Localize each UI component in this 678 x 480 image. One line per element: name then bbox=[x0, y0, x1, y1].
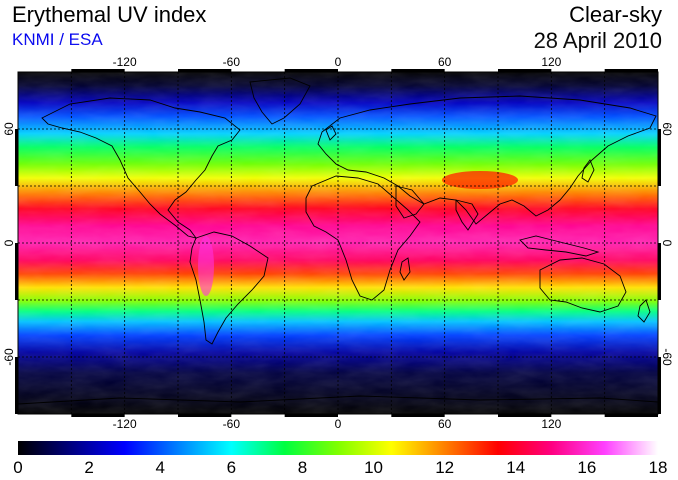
longitude-tick-label: 0 bbox=[335, 417, 342, 431]
frame-tick-segment bbox=[284, 414, 338, 417]
longitude-tick-label: -120 bbox=[113, 55, 137, 69]
coast-antarctica bbox=[17, 395, 659, 405]
longitude-tick-label: 60 bbox=[438, 55, 452, 69]
coastlines bbox=[17, 77, 659, 405]
frame-tick-segment bbox=[15, 357, 18, 414]
latitude-tick-label: -60 bbox=[2, 348, 16, 366]
latitude-tick-label: 0 bbox=[660, 240, 674, 247]
longitude-tick-label: 120 bbox=[541, 417, 561, 431]
colorbar-tick-label: 10 bbox=[364, 458, 384, 477]
coast-africa bbox=[305, 175, 421, 301]
frame-tick-segment bbox=[71, 414, 125, 417]
longitude-tick-label: 0 bbox=[335, 55, 342, 69]
colorbar-tick-label: 8 bbox=[297, 458, 308, 477]
coast-arabia bbox=[395, 185, 425, 219]
frame-tick-segment bbox=[71, 69, 125, 72]
colorbar-tick-label: 6 bbox=[226, 458, 237, 477]
latitude-tick-label: 60 bbox=[660, 122, 674, 136]
tibetan-plateau-high bbox=[442, 171, 518, 189]
sky-condition: Clear-sky bbox=[569, 2, 662, 27]
frame-tick-segment bbox=[178, 69, 232, 72]
longitude-tick-label: 60 bbox=[438, 417, 452, 431]
longitude-tick-label: -60 bbox=[223, 417, 241, 431]
colorbar-tick-label: 12 bbox=[435, 458, 455, 477]
frame-tick-segment bbox=[391, 414, 445, 417]
colorbar-tick-label: 16 bbox=[577, 458, 597, 477]
coast-japan bbox=[581, 159, 595, 183]
coast-india bbox=[455, 199, 479, 231]
colorbar-tick-label: 0 bbox=[13, 458, 23, 477]
colorbar-tick-label: 14 bbox=[506, 458, 526, 477]
map-title: Erythemal UV index bbox=[12, 2, 207, 27]
frame-tick-marks bbox=[15, 69, 661, 417]
coast-north-america bbox=[41, 97, 241, 239]
colorbar-tick-label: 2 bbox=[84, 458, 94, 477]
frame-tick-segment bbox=[604, 414, 658, 417]
frame-tick-segment bbox=[178, 414, 232, 417]
frame-tick-segment bbox=[284, 69, 338, 72]
colorbar bbox=[18, 441, 658, 455]
colorbar-tick-label: 4 bbox=[155, 458, 165, 477]
coast-eurasia bbox=[317, 95, 657, 225]
latitude-tick-label: 0 bbox=[2, 239, 16, 246]
longitude-tick-label: -120 bbox=[113, 417, 137, 431]
map-date: 28 April 2010 bbox=[533, 28, 662, 53]
longitude-tick-label: 120 bbox=[541, 55, 561, 69]
source-credit: KNMI / ESA bbox=[12, 30, 103, 49]
coast-greenland bbox=[249, 77, 311, 125]
andes-high bbox=[198, 236, 214, 296]
frame-tick-segment bbox=[604, 69, 658, 72]
colorbar-tick-label: 18 bbox=[648, 458, 668, 477]
latitude-tick-label: -60 bbox=[660, 348, 674, 366]
frame-tick-segment bbox=[15, 243, 18, 300]
frame-tick-segment bbox=[658, 129, 661, 186]
frame-tick-segment bbox=[391, 69, 445, 72]
coast-south-america bbox=[189, 231, 269, 345]
frame-tick-segment bbox=[498, 414, 552, 417]
map-gridlines bbox=[18, 72, 658, 414]
latitude-tick-label: 60 bbox=[2, 122, 16, 136]
coast-indonesia bbox=[519, 235, 600, 257]
longitude-tick-label: -60 bbox=[223, 55, 241, 69]
frame-tick-segment bbox=[15, 129, 18, 186]
frame-tick-segment bbox=[498, 69, 552, 72]
frame-tick-segment bbox=[658, 243, 661, 300]
frame-tick-segment bbox=[658, 357, 661, 414]
axis-labels: -120 -120 -60 -60 0 0 60 60 120 120 60 60 0 0 -60 -60 bbox=[2, 55, 674, 431]
coast-new-zealand bbox=[637, 299, 651, 323]
coast-madagascar bbox=[399, 257, 411, 281]
coast-british-isles bbox=[325, 125, 337, 141]
